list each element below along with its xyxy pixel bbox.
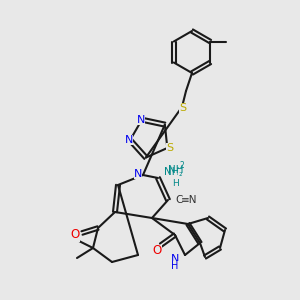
Text: O: O: [152, 244, 162, 257]
Text: N: N: [137, 115, 145, 125]
Text: N: N: [171, 254, 179, 264]
Text: ≡N: ≡N: [181, 195, 197, 205]
Text: S: S: [166, 143, 173, 153]
Text: H: H: [171, 261, 179, 271]
Text: NH: NH: [168, 165, 184, 175]
Text: O: O: [70, 229, 80, 242]
Text: NH: NH: [164, 167, 180, 177]
Text: S: S: [179, 103, 187, 113]
Text: C: C: [175, 195, 182, 205]
Text: N: N: [134, 169, 142, 179]
Text: ₂: ₂: [178, 169, 182, 178]
Text: H: H: [172, 178, 179, 188]
Text: 2: 2: [180, 161, 185, 170]
Text: N: N: [125, 135, 133, 145]
